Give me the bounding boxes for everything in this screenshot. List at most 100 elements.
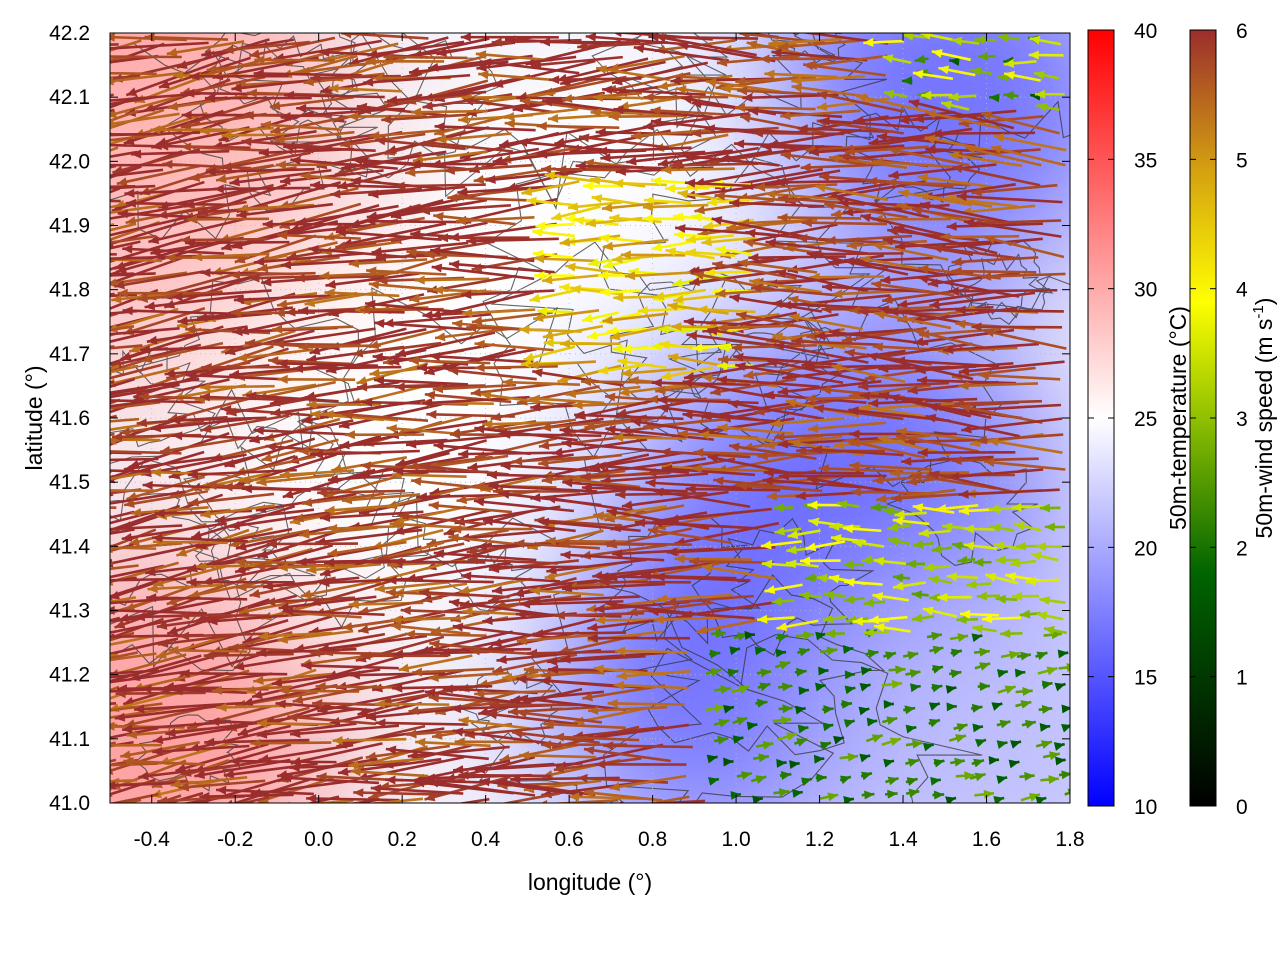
wind-vector-head — [53, 494, 64, 503]
wind-vector-shaft — [549, 78, 641, 79]
wind-vector-shaft — [735, 107, 816, 109]
wind-vector-shaft — [949, 290, 1058, 291]
wind-vector-shaft — [537, 126, 620, 128]
wind-vector-shaft — [187, 219, 269, 220]
wind-vector-shaft — [24, 253, 117, 254]
wind-vector-head — [96, 281, 107, 289]
wind-vector-head — [93, 389, 104, 398]
wind-vector-1144 — [32, 502, 117, 511]
wind-vector-head — [97, 96, 107, 105]
wind-vector-head — [75, 68, 85, 77]
wind-vector-head — [26, 130, 37, 139]
wind-vector-shaft — [383, 57, 467, 58]
wind-vector-head — [89, 128, 100, 137]
wind-vector-484 — [30, 240, 111, 265]
wind-vector-head — [58, 456, 68, 465]
wind-vector-head — [24, 636, 35, 645]
wind-vector-head — [683, 22, 694, 31]
wind-vector-head — [77, 642, 88, 650]
wind-vector-shaft — [675, 559, 753, 560]
wind-vector-head — [25, 352, 36, 361]
wind-vector-head — [10, 470, 20, 479]
wind-vector-head — [95, 174, 106, 182]
wind-vector-head — [42, 125, 53, 133]
wind-vector-792 — [48, 365, 119, 391]
wind-vector-head — [14, 627, 25, 635]
wind-vector-shaft — [810, 276, 884, 277]
wind-vector-176 — [26, 110, 114, 139]
wind-vector-head — [31, 530, 42, 539]
wind-vector-head — [9, 705, 19, 714]
wind-vector-head — [100, 44, 110, 53]
wind-vector-396 — [27, 195, 120, 204]
wind-vector-shaft — [316, 686, 400, 687]
wind-vector-head — [100, 632, 110, 641]
wind-vector-shaft — [764, 472, 864, 473]
wind-vector-head — [32, 502, 42, 511]
wind-vector-shaft — [940, 236, 1019, 237]
wind-vector-head — [41, 184, 51, 193]
wind-vector-head — [39, 274, 49, 283]
wind-vector-shaft — [19, 494, 114, 519]
wind-vector-head — [18, 677, 28, 686]
wind-vector-head — [92, 131, 102, 140]
wind-vector-shaft — [689, 561, 774, 562]
wind-vector-head — [62, 398, 73, 407]
wind-vector-528 — [24, 249, 117, 258]
wind-vector-head — [91, 255, 101, 264]
wind-vector-head — [92, 260, 103, 269]
wind-vector-shaft — [34, 313, 117, 338]
wind-vector-shaft — [458, 453, 559, 454]
wind-vector-head — [61, 581, 72, 590]
wind-vector-head — [65, 708, 75, 717]
wind-vector-head — [23, 295, 34, 304]
wind-vector-head — [85, 241, 96, 249]
wind-vector-head — [87, 435, 97, 444]
wind-vector-shaft — [951, 271, 1036, 272]
wind-vector-shaft — [405, 634, 487, 636]
plot-area — [0, 0, 1177, 929]
wind-vector-head — [66, 57, 77, 66]
wind-vector-shaft — [126, 203, 231, 205]
wind-vector-head — [28, 180, 39, 189]
wind-vector-head — [103, 77, 114, 86]
wind-vector-shaft — [146, 598, 247, 600]
wind-vector-shaft — [932, 133, 1036, 134]
wind-vector-shaft — [41, 655, 117, 657]
wind-vector-head — [52, 333, 63, 342]
wind-vector-head — [30, 256, 41, 265]
wind-vector-head — [11, 557, 22, 566]
wind-vector-head — [23, 102, 34, 111]
wind-vector-head — [66, 706, 77, 714]
wind-vector-head — [42, 237, 53, 246]
wind-vector-shaft — [415, 279, 490, 280]
wind-vector-head — [68, 175, 78, 184]
wind-vector-head — [16, 150, 27, 159]
wind-vector-shaft — [30, 563, 114, 579]
wind-vector-head — [91, 576, 101, 585]
wind-vector-shaft — [500, 434, 601, 436]
wind-vector-head — [89, 427, 100, 436]
wind-vector-head — [39, 293, 49, 302]
wind-vector-shaft — [775, 181, 869, 182]
wind-vector-shaft — [411, 111, 488, 112]
wind-vector-head — [19, 106, 30, 115]
wind-vector-660 — [34, 313, 117, 340]
wind-vector-shaft — [811, 253, 903, 254]
wind-vector-shaft — [180, 673, 288, 674]
wind-vector-shaft — [393, 562, 486, 563]
wind-vector-head — [41, 652, 51, 661]
wind-vector-head — [42, 584, 53, 593]
wind-vector-head — [86, 501, 97, 510]
wind-vector-head — [30, 573, 41, 582]
wind-vector-shaft — [96, 56, 182, 57]
wind-vector-1276 — [30, 563, 114, 581]
wind-vector-shaft — [27, 200, 120, 201]
wind-vector-shaft — [116, 693, 206, 694]
wind-vector-1496 — [41, 652, 117, 661]
wind-vector-shaft — [32, 506, 117, 507]
wind-vector-shaft — [394, 185, 485, 187]
wind-vector-shaft — [474, 366, 557, 367]
wind-vector-head — [10, 659, 21, 668]
wind-vector-head — [94, 447, 104, 456]
